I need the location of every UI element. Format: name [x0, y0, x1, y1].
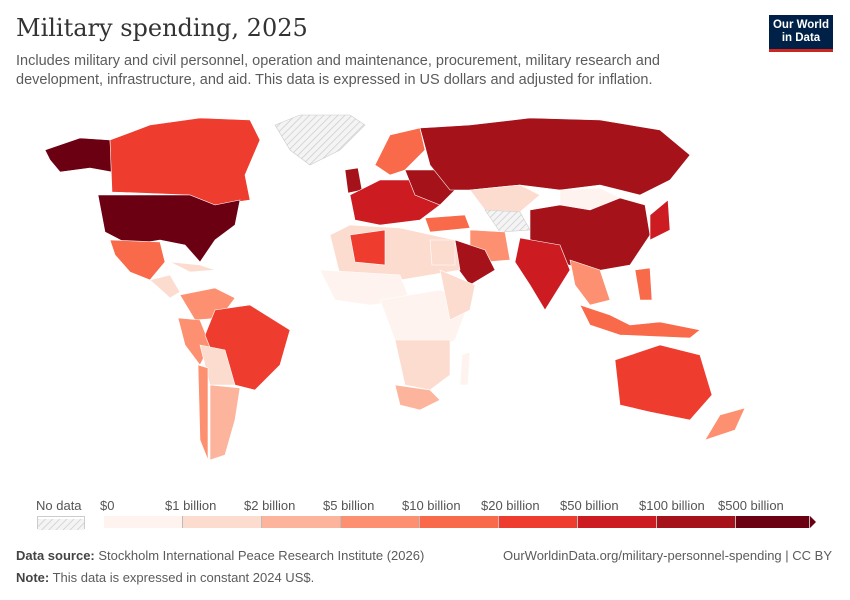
source-text[interactable]: Stockholm International Peace Research I… [98, 548, 425, 563]
legend-tick-label: $100 billion [639, 498, 705, 513]
note-label: Note: [16, 570, 50, 585]
legend-tick-label: $5 billion [323, 498, 375, 513]
page-subtitle: Includes military and civil personnel, o… [16, 53, 660, 88]
region-greenland[interactable] [274, 114, 366, 166]
region-central-america[interactable] [149, 274, 181, 299]
legend-arrow [810, 516, 816, 528]
legend-bin[interactable] [578, 516, 657, 528]
legend-tick-label: $20 billion [481, 498, 540, 513]
region-egypt[interactable] [429, 239, 456, 266]
legend-tick-label: $1 billion [165, 498, 217, 513]
note-text: This data is expressed in constant 2024 … [52, 570, 315, 585]
region-indonesia[interactable] [579, 304, 701, 339]
region-south-africa[interactable] [394, 384, 441, 411]
source-url[interactable]: OurWorldinData.org/military-personnel-sp… [503, 548, 832, 563]
data-source: Data source: Stockholm International Pea… [16, 548, 424, 563]
legend-tick-label: $0 [100, 498, 115, 513]
region-southern-africa[interactable] [394, 339, 451, 391]
legend-tick-label: $10 billion [402, 498, 461, 513]
region-se-asia[interactable] [569, 259, 611, 306]
region-madagascar[interactable] [459, 351, 471, 386]
legend-tick-label: $50 billion [560, 498, 619, 513]
region-kazakhstan[interactable] [469, 184, 541, 213]
region-east-africa[interactable] [439, 269, 476, 321]
legend-bin[interactable] [499, 516, 578, 528]
region-caribbean[interactable] [169, 261, 216, 273]
region-australia[interactable] [614, 344, 713, 421]
page-title: Military spending, 2025 [16, 14, 308, 42]
legend-bin[interactable] [420, 516, 499, 528]
legend: No data $0 $1 billion $2 billion $5 billion… [0, 495, 850, 535]
legend-bin[interactable] [736, 516, 810, 528]
region-central-asia[interactable] [484, 209, 531, 233]
region-russia[interactable] [419, 117, 691, 196]
legend-bin[interactable] [657, 516, 736, 528]
note: Note: This data is expressed in constant… [16, 570, 314, 585]
region-mexico[interactable] [109, 239, 166, 281]
region-turkey[interactable] [424, 214, 471, 233]
region-uk[interactable] [344, 167, 363, 194]
region-chile[interactable] [197, 364, 209, 461]
legend-no-data-label: No data [36, 498, 82, 513]
legend-bin[interactable] [262, 516, 341, 528]
region-india[interactable] [514, 237, 571, 311]
region-canada[interactable] [109, 117, 261, 206]
legend-bin[interactable] [341, 516, 420, 528]
region-argentina[interactable] [209, 384, 241, 461]
region-new-zealand[interactable] [704, 407, 746, 441]
logo-text: Our World in Data [772, 19, 829, 44]
region-alaska[interactable] [44, 137, 113, 173]
source-label: Data source: [16, 548, 95, 563]
region-algeria[interactable] [349, 229, 386, 266]
legend-no-data-swatch [37, 516, 85, 530]
legend-bin[interactable] [183, 516, 262, 528]
legend-bin[interactable] [104, 516, 183, 528]
region-scandinavia[interactable] [374, 127, 426, 176]
world-map [44, 114, 746, 461]
region-philippines[interactable] [634, 267, 653, 301]
region-japan-korea[interactable] [649, 199, 671, 241]
legend-tick-label: $500 billion [718, 498, 784, 513]
legend-tick-label: $2 billion [244, 498, 296, 513]
owid-logo[interactable]: Our World in Data [769, 15, 833, 52]
